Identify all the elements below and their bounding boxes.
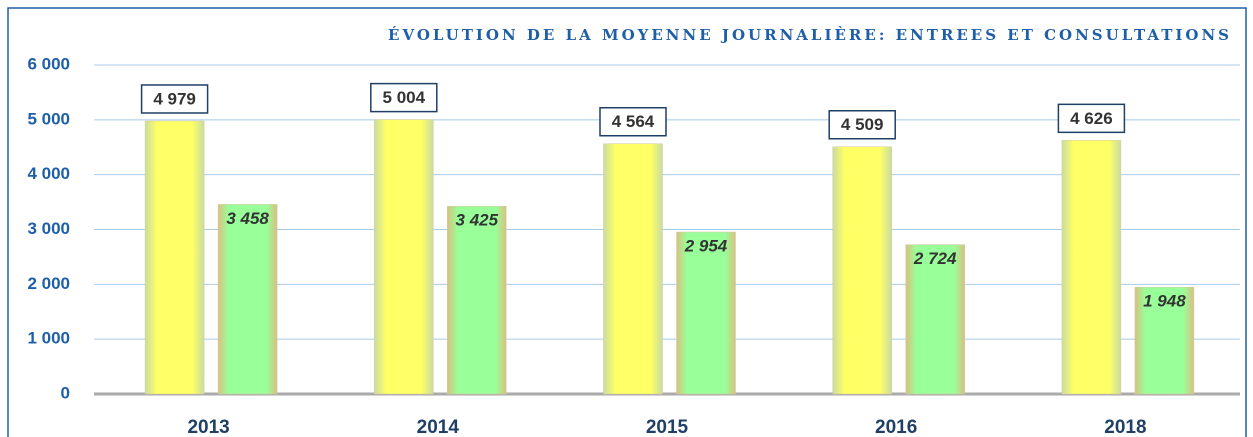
bar — [144, 120, 205, 395]
y-tick-label: 1 000 — [27, 329, 70, 348]
x-tick-label: 2016 — [875, 417, 917, 437]
bar — [217, 204, 278, 395]
y-tick-label: 2 000 — [27, 274, 70, 293]
chart-title: ÉVOLUTION DE LA MOYENNE JOURNALIÈRE: ENT… — [388, 26, 1232, 44]
value-label-box — [828, 110, 896, 140]
value-label: 2 724 — [913, 249, 957, 268]
bar — [1061, 140, 1122, 395]
frame — [7, 7, 1247, 437]
bar — [905, 244, 965, 395]
value-label: 5 004 — [383, 88, 426, 107]
y-tick-label: 0 — [61, 383, 70, 402]
value-label-box — [599, 106, 667, 137]
y-tick-label: 5 000 — [27, 109, 70, 128]
value-label: 4 626 — [1070, 109, 1113, 128]
value-label: 2 954 — [684, 237, 728, 256]
bar — [603, 143, 663, 395]
value-label: 1 948 — [1143, 292, 1186, 311]
value-label: 4 564 — [612, 112, 655, 131]
value-label: 4 979 — [153, 89, 196, 108]
y-tick-label: 4 000 — [27, 164, 70, 183]
value-label-box — [370, 82, 438, 113]
bar — [1134, 286, 1195, 395]
bar — [374, 119, 434, 395]
y-tick-label: 3 000 — [27, 219, 70, 238]
value-label: 3 425 — [456, 211, 499, 230]
value-label-box — [140, 84, 209, 114]
x-tick-label: 2013 — [187, 417, 229, 437]
value-label: 3 458 — [226, 209, 269, 228]
x-tick-label: 2014 — [417, 417, 460, 437]
y-tick-label: 6 000 — [27, 54, 70, 73]
bar — [832, 146, 892, 395]
x-tick-label: 2018 — [1104, 417, 1146, 437]
value-label: 4 509 — [841, 115, 884, 134]
x-tick-label: 2015 — [646, 417, 689, 437]
value-label-box — [1057, 103, 1126, 134]
bar — [447, 205, 507, 395]
bar — [676, 231, 736, 395]
